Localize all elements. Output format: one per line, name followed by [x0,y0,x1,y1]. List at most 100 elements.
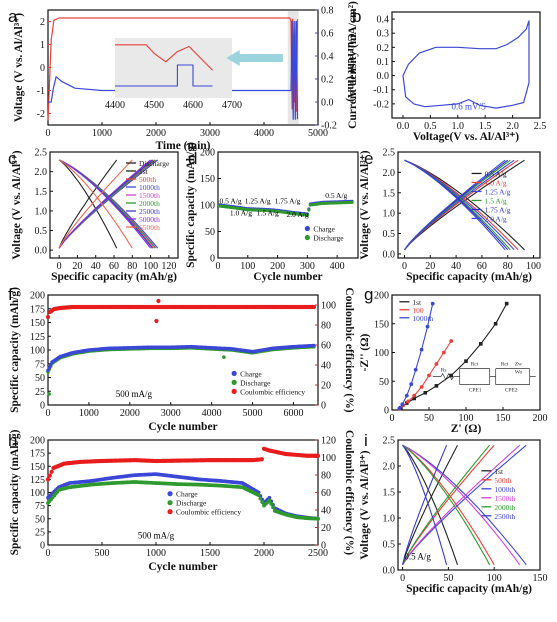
impedance-point [464,359,468,363]
legend-marker [167,500,173,506]
y-tick-label: 150 [374,319,389,330]
x-tick-label: 1.0 [452,121,465,132]
discharge-point [269,501,274,506]
y-tick-label: 100 [30,346,45,357]
y-tick-label: 2.0 [35,167,48,178]
y-tick-label: 125 [30,475,45,486]
y2-axis-label: Coulombic efficiency (%) [343,430,355,555]
x-tick-label: 100 [143,261,158,272]
impedance-point [397,406,402,411]
y-tick-label: 1.5 [383,488,396,499]
x-tick-label: 5000 [308,128,328,139]
impedance-point [413,367,418,372]
y2-tick-label: 0.4 [321,52,334,63]
discharge-curve [402,444,495,566]
y-tick-label: -1 [37,86,45,97]
impedance-point [504,301,509,306]
legend-entry: 1.25 A/g [485,187,511,196]
x-tick-label: 120 [161,261,176,272]
y-tick-label: 0 [384,406,389,417]
inset-current-line [115,64,213,87]
impedance-point [427,373,431,378]
discharge-curve [404,159,506,251]
y-axis-label: Voltage (V vs. Al/Al³⁺) [359,150,371,259]
x-tick-label: 50 [443,573,453,584]
x-tick-label: 5000 [243,408,263,419]
y-tick-label: 0.5 [35,226,48,237]
inset-tick-label: 4600 [183,100,203,111]
legend-entry: 0.5 A/g [485,169,507,178]
y-tick-label: 0.0 [383,249,396,260]
impedance-point [412,393,417,398]
y-tick-label: 50 [35,373,45,384]
y-axis-label: Voltage (V vs. Al/Al³⁺) [13,13,25,122]
x-tick-label: 1500 [200,548,220,559]
y-tick-label: 0.5 [383,540,396,551]
y2-tick-label: 100 [321,301,336,312]
legend-entry: 1500th [139,191,160,200]
discharge-point [260,500,265,505]
coulombic-point [154,318,159,324]
y-tick-label: 125 [30,332,45,343]
y2-axis-label: Coulombic efficiency (%) [343,287,355,412]
impedance-point [449,339,454,343]
y-tick-label: 100 [200,201,215,212]
inset-tick-label: 4400 [105,100,125,111]
y-tick-label: 0.1 [377,57,390,68]
impedance-point [400,402,405,407]
legend-entry: 1st [412,298,422,307]
charge-point [46,368,50,373]
x-tick-label: 0 [46,128,51,139]
y-tick-label: 2.5 [35,148,48,159]
panel-i: 0 50 100 150 0.0 0.5 1.0 1.5 2.0 2.5 i Specific cap… [359,431,548,595]
panel-c: 0 20 40 60 80 100 120 0.0 0.5 1.0 1.5 2.0 2.5 c Specif… [8,148,179,283]
y-tick-label: 175 [30,449,45,460]
y-tick-label: 1 [40,40,45,51]
x-tick-label: 1000 [92,128,112,139]
x-tick-label: 40 [91,261,101,272]
y2-tick-label: 100 [321,453,336,464]
y-tick-label: 50 [205,227,215,238]
panel-letter: h [8,431,17,450]
x-tick-label: 0 [57,261,62,272]
discharge-point [305,213,309,217]
x-tick-label: 100 [487,573,502,584]
rate-annotation: 500 mA/g [116,389,153,399]
discharge-point [316,516,320,521]
impedance-point [430,301,435,306]
y-axis-label: Specific capacity (mAh/g) [9,287,21,413]
legend-entry: 500th [494,476,511,485]
plot-frame [397,439,541,571]
x-tick-label: 0 [46,408,51,419]
legend-marker [167,509,173,515]
panel-letter: i [364,431,368,450]
legend-entry: Charge [240,369,262,378]
circuit-label: Rct [471,362,479,368]
rate-label: 0.5 A/g [219,196,241,205]
y-tick-label: 0.4 [377,15,390,26]
x-axis-label: Voltage(V vs. Al/Al³⁺) [413,131,519,143]
legend-marker [231,379,237,385]
y-axis-label: Voltage (V vs. Al/Al³⁺) [11,150,23,259]
x-tick-label: 3000 [161,408,181,419]
x-tick-label: 150 [496,413,511,424]
y-tick-label: 150 [30,318,45,329]
circuit-label: Wo [515,370,523,376]
impedance-point [434,384,439,388]
legend-marker [231,370,237,376]
x-tick-label: 2.5 [534,121,547,132]
legend-entry: Charge [313,225,335,234]
x-tick-label: 2.0 [506,121,519,132]
circuit-label: Zw [515,362,522,368]
panel-letter: f [8,285,13,304]
panel-b: 0.0 0.5 1.0 1.5 2.0 2.5 -0.2 -0.1 0.0 0.1 0.2 0.3 0.… [347,1,546,143]
panel-h: 0 500 1000 1500 2000 250002550751001251501752… [8,429,355,573]
x-axis-label: Cycle number [253,271,322,283]
discharge-curve [402,444,521,566]
discharge-curve [402,444,491,566]
panel-letter: b [352,7,361,26]
x-tick-label: 100 [459,413,474,424]
discharge-curve [402,444,448,565]
charge-curve [402,444,491,566]
